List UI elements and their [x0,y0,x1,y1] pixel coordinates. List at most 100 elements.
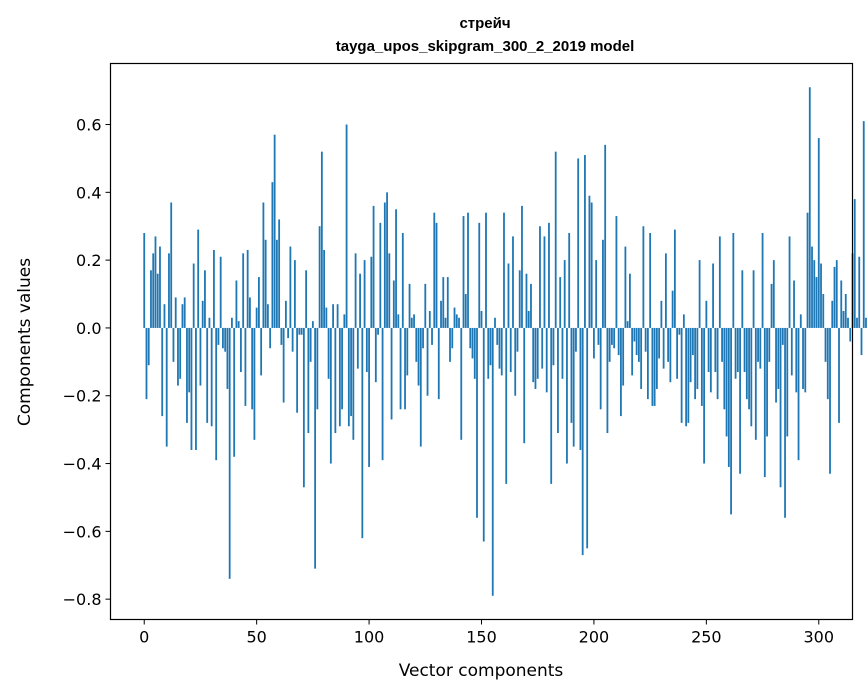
bar [392,280,395,328]
bar [743,327,746,373]
bar [712,263,714,328]
bar [581,327,584,556]
bar [552,327,555,366]
bar [183,297,186,328]
bar [853,199,856,328]
bar [372,205,375,328]
bar [458,317,460,328]
bar [757,327,759,362]
bar [275,239,278,328]
bar [143,233,146,328]
bar [156,273,159,328]
bar [829,327,831,474]
bar [604,144,607,328]
bar [356,327,359,369]
bar [554,151,557,328]
bar [415,327,418,362]
bar [678,327,681,335]
bar [228,327,231,579]
bar [770,283,773,328]
bar [408,283,411,328]
chart-title-line-1: стрейч [459,15,510,32]
bar [795,327,798,393]
bar [226,327,229,389]
bar [296,327,299,413]
bar [608,327,611,362]
bar [289,246,292,328]
bar [620,327,622,417]
bar [249,297,251,328]
bar [159,246,161,328]
x-tick-label: 0 [139,628,149,647]
bar [172,327,175,362]
bar [424,283,427,328]
bar [786,327,789,437]
bar [611,327,613,345]
bar [298,327,301,335]
bar [246,249,249,328]
bar [716,327,719,400]
bar [262,202,265,328]
bar [422,327,424,349]
bar [410,317,413,328]
bar [790,327,793,376]
x-tick-label: 200 [579,628,610,647]
bar [649,233,652,328]
bar [471,327,474,359]
bar [201,300,204,328]
x-tick-label: 250 [691,628,722,647]
x-tick-label: 300 [803,628,834,647]
bar [152,253,155,328]
bar [826,327,829,400]
bar [197,229,200,328]
bar [446,277,449,328]
bar [629,273,631,328]
bar [368,327,370,467]
bar [763,327,766,478]
bar [586,327,589,549]
bar [682,314,685,328]
x-tick-label: 150 [466,628,497,647]
bar [428,310,431,328]
plot-frame [109,62,854,621]
bar [696,327,699,389]
bar [557,327,559,434]
bar [240,327,242,373]
bar [302,327,305,488]
bar [651,327,654,406]
bar [338,327,341,427]
bar [847,317,849,328]
bar [539,226,541,328]
bar [161,327,164,417]
y-axis-ticks: −0.8 −0.6 −0.4 −0.2 0.0 0.2 0.4 0.6 [63,116,111,609]
bar [406,327,409,376]
bar [534,327,537,389]
bar [431,327,433,345]
bar [694,327,697,400]
bar [453,307,456,328]
bar [595,260,598,328]
bar [752,270,755,328]
bar [635,327,638,356]
bar [804,327,807,393]
bar [325,307,328,328]
bar [195,327,197,450]
bar [170,202,173,328]
bar [500,327,503,376]
bar [347,327,350,427]
bar [523,327,526,444]
bar [379,222,382,328]
bar [190,327,193,450]
bar [383,202,386,328]
bar [806,212,809,328]
x-tick-label: 50 [246,628,266,647]
bar [527,310,530,328]
bar [462,216,465,328]
bar [509,327,512,373]
bar [386,192,388,328]
bar [280,327,283,345]
bar [745,327,748,400]
bar [341,327,343,410]
bar [320,151,323,328]
